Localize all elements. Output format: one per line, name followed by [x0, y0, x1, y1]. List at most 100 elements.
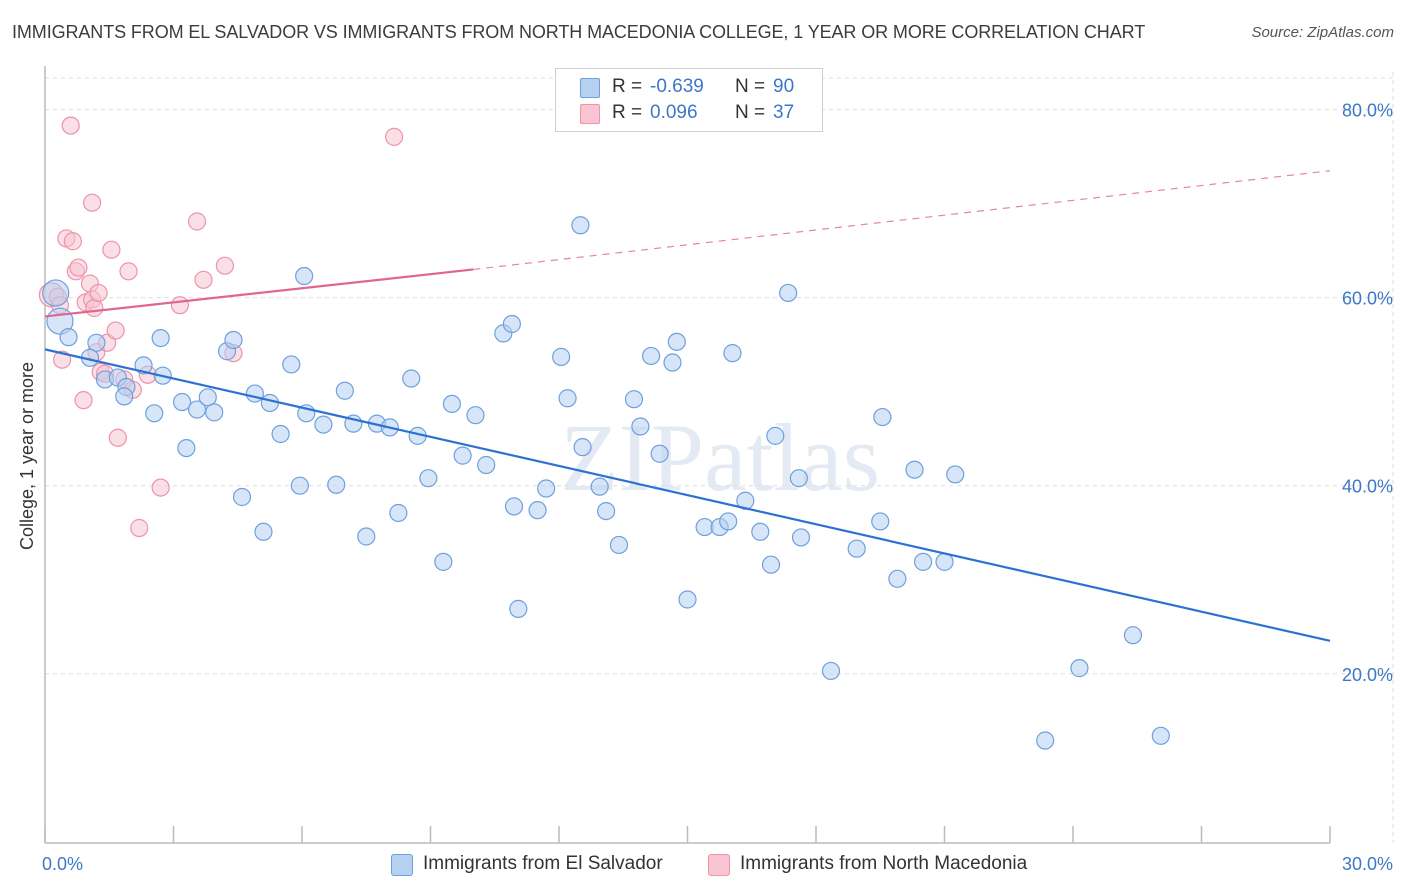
el-salvador-point	[791, 528, 811, 547]
north-macedonia-point	[215, 256, 234, 275]
el-salvador-point	[847, 539, 866, 558]
north-macedonia-point	[83, 193, 102, 212]
el-salvador-point	[1070, 659, 1089, 678]
north-macedonia-point	[106, 321, 125, 340]
north-macedonia-point	[119, 262, 138, 281]
el-salvador-point	[245, 384, 264, 403]
el-salvador-trend-line	[44, 348, 1331, 642]
el-salvador-point	[558, 389, 577, 408]
el-salvador-point	[723, 344, 742, 363]
source-label: Source: ZipAtlas.com	[1251, 24, 1394, 41]
el-salvador-point	[663, 353, 682, 372]
el-salvador-point	[502, 314, 521, 334]
el-salvador-point	[466, 406, 485, 425]
el-salvador-point	[145, 404, 164, 423]
el-salvador-point	[42, 279, 70, 307]
north-macedonia-point	[85, 298, 104, 318]
north-macedonia-point	[102, 240, 121, 259]
el-salvador-point	[260, 393, 279, 413]
el-salvador-point	[719, 512, 738, 531]
el-salvador-point	[528, 501, 547, 520]
el-salvador-point	[779, 283, 798, 303]
n-label: N =	[735, 76, 766, 97]
el-salvador-point	[314, 415, 333, 434]
el-salvador-point	[232, 487, 252, 507]
el-salvador-point	[905, 460, 924, 479]
el-salvador-point	[873, 407, 892, 427]
el-salvador-point	[552, 347, 571, 366]
el-salvador-point	[631, 417, 650, 436]
el-salvador-point	[290, 476, 309, 495]
el-salvador-point	[641, 346, 661, 366]
el-salvador-point	[609, 535, 629, 555]
el-salvador-point	[888, 569, 907, 588]
north-macedonia-point	[384, 127, 404, 146]
el-salvador-point	[205, 403, 224, 422]
north-macedonia-point	[53, 350, 72, 369]
north-macedonia-trend-extension	[473, 170, 1331, 271]
el-salvador-point	[821, 661, 841, 681]
el-salvador-point	[913, 552, 933, 571]
watermark: ZIPatlas	[560, 404, 880, 511]
el-salvador-point	[402, 369, 421, 388]
y-tick-label: 40.0%	[1342, 477, 1393, 497]
axes	[44, 66, 1331, 844]
blue-swatch	[391, 854, 413, 876]
el-salvador-point	[504, 497, 524, 516]
el-salvador-point	[624, 390, 644, 409]
x-tick-label: 30.0%	[1342, 854, 1393, 874]
el-salvador-point	[1123, 626, 1143, 645]
el-salvador-point	[224, 330, 243, 350]
n-value: 37	[773, 102, 795, 123]
el-salvador-point	[134, 356, 153, 375]
el-salvador-point	[419, 469, 438, 488]
north-macedonia-point	[69, 258, 88, 277]
north-macedonia-point	[130, 518, 149, 538]
y-axis-label: College, 1 year or more	[17, 362, 37, 550]
el-salvador-point	[151, 328, 170, 348]
north-macedonia-point	[61, 116, 80, 135]
el-salvador-point	[789, 469, 808, 488]
legend-label: Immigrants from El Salvador	[423, 853, 663, 874]
el-salvador-point	[766, 426, 785, 445]
el-salvador-point	[87, 333, 106, 352]
el-salvador-point	[453, 446, 472, 465]
el-salvador-point	[335, 381, 354, 400]
el-salvador-point	[678, 590, 697, 609]
north-macedonia-point	[151, 478, 170, 497]
trend-lines	[44, 170, 1331, 642]
el-salvador-point	[946, 465, 965, 484]
north-macedonia-point	[63, 232, 82, 251]
el-salvador-point	[254, 522, 273, 541]
blue-swatch	[580, 78, 600, 98]
el-salvador-point	[172, 392, 192, 412]
el-salvador-point	[271, 424, 290, 444]
r-label: R =	[612, 76, 643, 97]
el-salvador-point	[935, 552, 954, 571]
el-salvador-point	[357, 527, 376, 546]
el-salvador-point	[537, 479, 556, 498]
r-value: -0.639	[650, 76, 704, 97]
el-salvador-point	[650, 444, 669, 463]
legend-label: Immigrants from North Macedonia	[740, 853, 1028, 874]
el-salvador-point	[590, 477, 609, 496]
n-value: 90	[773, 76, 795, 97]
el-salvador-point	[597, 501, 616, 521]
north-macedonia-points	[38, 116, 404, 538]
north-macedonia-point	[74, 391, 93, 410]
el-salvador-point	[509, 599, 528, 618]
el-salvador-point	[295, 266, 314, 286]
north-macedonia-point	[170, 296, 190, 315]
el-salvador-point	[198, 388, 217, 407]
el-salvador-point	[282, 355, 301, 374]
el-salvador-point	[477, 455, 496, 475]
el-salvador-point	[177, 438, 196, 458]
north-macedonia-point	[187, 212, 207, 231]
el-salvador-point	[115, 387, 134, 406]
north-macedonia-point	[89, 283, 108, 303]
el-salvador-point	[389, 503, 408, 523]
el-salvador-point	[59, 328, 78, 347]
north-macedonia-point	[108, 428, 127, 447]
el-salvador-point	[761, 555, 781, 574]
